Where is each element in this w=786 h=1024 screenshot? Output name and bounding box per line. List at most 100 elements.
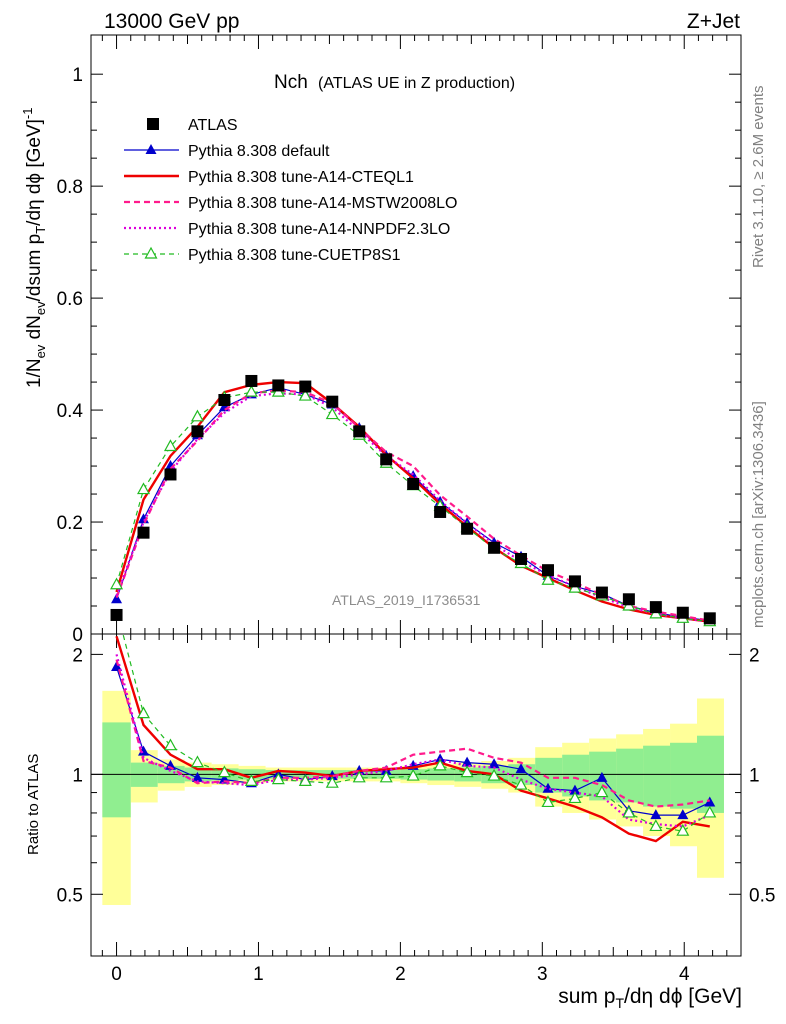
- legend-marker: [144, 246, 158, 259]
- ratio-point: [622, 805, 636, 818]
- atlas-data-point: [191, 425, 204, 438]
- ratio-point: [541, 795, 555, 808]
- series-point: [110, 577, 124, 590]
- series-point: [136, 482, 151, 495]
- ratio-point: [164, 759, 176, 770]
- ratio-point: [703, 805, 717, 818]
- ratio-y-tick-label-right: 2: [749, 645, 760, 666]
- rivet-label: Rivet 3.1.10, ≥ 2.6M events: [750, 86, 767, 269]
- ratio-point: [677, 809, 689, 820]
- x-tick-label: 1: [253, 964, 264, 985]
- atlas-data-point: [649, 601, 662, 614]
- header-energy: 13000 GeV pp: [104, 10, 239, 33]
- ratio-point: [542, 782, 554, 793]
- ratio-point: [433, 758, 447, 771]
- series-line: [115, 387, 710, 622]
- atlas-data-point: [164, 468, 177, 481]
- ratio-point: [190, 755, 204, 768]
- series-line: [115, 392, 710, 623]
- header-process: Z+Jet: [687, 10, 740, 33]
- ratio-plot-frame: [90, 633, 742, 957]
- band-green: [670, 742, 698, 809]
- atlas-data-point: [488, 541, 501, 554]
- ratio-point: [460, 765, 474, 778]
- atlas-data-point: [541, 564, 554, 577]
- ratio-point: [595, 785, 609, 798]
- ratio-y-tick-label: 1: [72, 765, 83, 786]
- x-tick-label: 2: [395, 964, 406, 985]
- legend-label: ATLAS: [188, 117, 238, 134]
- atlas-data-point: [299, 380, 312, 393]
- ratio-point: [569, 784, 581, 795]
- main-series-group: [110, 374, 717, 627]
- atlas-data-point: [703, 612, 716, 625]
- ratio-line: [122, 634, 711, 832]
- ratio-point: [568, 791, 582, 804]
- atlas-data-point: [245, 374, 258, 387]
- legend-label: Pythia 8.308 tune-CUETP8S1: [188, 247, 401, 264]
- legend-label: Pythia 8.308 tune-A14-CTEQL1: [188, 169, 414, 186]
- legend-label: Pythia 8.308 default: [188, 143, 330, 160]
- x-tick-label: 4: [679, 964, 690, 985]
- ratio-point: [163, 738, 177, 751]
- atlas-data-point: [110, 608, 123, 621]
- ratio-point: [596, 771, 608, 782]
- y-tick-label: 0.8: [57, 177, 83, 198]
- ratio-point: [514, 777, 528, 790]
- series-line: [115, 380, 710, 623]
- atlas-data-point: [515, 552, 528, 565]
- atlas-data-point: [380, 453, 393, 466]
- series-line: [115, 389, 710, 622]
- series-point: [163, 439, 177, 452]
- ratio-point: [487, 768, 501, 781]
- band-green: [616, 748, 644, 803]
- ratio-y-tick-label: 0.5: [57, 885, 83, 906]
- legend-marker: [147, 118, 159, 130]
- ratio-point: [325, 775, 339, 788]
- y-tick-label: 0.2: [57, 513, 83, 534]
- ratio-y-tick-label-right: 1: [749, 765, 760, 786]
- legend-label: Pythia 8.308 tune-A14-NNPDF2.3LO: [188, 221, 450, 238]
- ratio-point: [650, 809, 662, 820]
- ratio-y-axis-label: Ratio to ATLAS: [25, 754, 42, 855]
- band-green: [102, 722, 131, 818]
- series-point: [190, 409, 204, 422]
- ratio-series-group: [111, 634, 717, 843]
- axis-ticks: 00.20.40.60.810.5 0.51 12 20 1 2 3 4: [57, 35, 775, 985]
- atlas-data-point: [568, 575, 581, 588]
- atlas-data-point: [326, 395, 339, 408]
- ratio-point: [217, 765, 231, 778]
- atlas-data-point: [595, 586, 608, 599]
- mcplots-label: mcplots.cern.ch [arXiv:1306.3436]: [750, 401, 767, 628]
- ratio-point: [138, 745, 150, 756]
- ratio-point: [136, 706, 151, 719]
- band-green: [643, 745, 671, 807]
- atlas-data-point: [461, 522, 474, 535]
- atlas-data-point: [218, 393, 231, 406]
- plot-title: Nch: [274, 72, 308, 93]
- atlas-data-point: [353, 425, 366, 438]
- ratio-point: [488, 758, 500, 769]
- ratio-point: [379, 770, 393, 783]
- x-axis-label: sum pT/dη dϕ [GeV]: [558, 985, 742, 1011]
- main-y-axis-label: 1/Nev dNev/dsum pT/dη dϕ [GeV]-1: [20, 108, 48, 389]
- ratio-y-tick-label: 2: [72, 645, 83, 666]
- y-tick-label: 0.6: [57, 289, 83, 310]
- ratio-point: [352, 770, 366, 783]
- ratio-point: [271, 772, 285, 785]
- atlas-data-point: [137, 526, 150, 539]
- ratio-point: [111, 660, 123, 671]
- ratio-line: [115, 659, 710, 808]
- analysis-watermark: ATLAS_2019_I1736531: [332, 592, 481, 608]
- ratio-uncertainty-bands: [91, 690, 741, 905]
- series-point: [244, 384, 258, 397]
- ratio-point: [191, 771, 203, 782]
- ratio-point: [676, 823, 690, 836]
- y-tick-label: 0.4: [57, 401, 84, 422]
- series-point: [111, 593, 123, 604]
- atlas-data-point: [407, 477, 420, 490]
- atlas-data-point: [272, 379, 285, 392]
- legend-label: Pythia 8.308 tune-A14-MSTW2008LO: [188, 195, 457, 212]
- atlas-data-point: [622, 593, 635, 606]
